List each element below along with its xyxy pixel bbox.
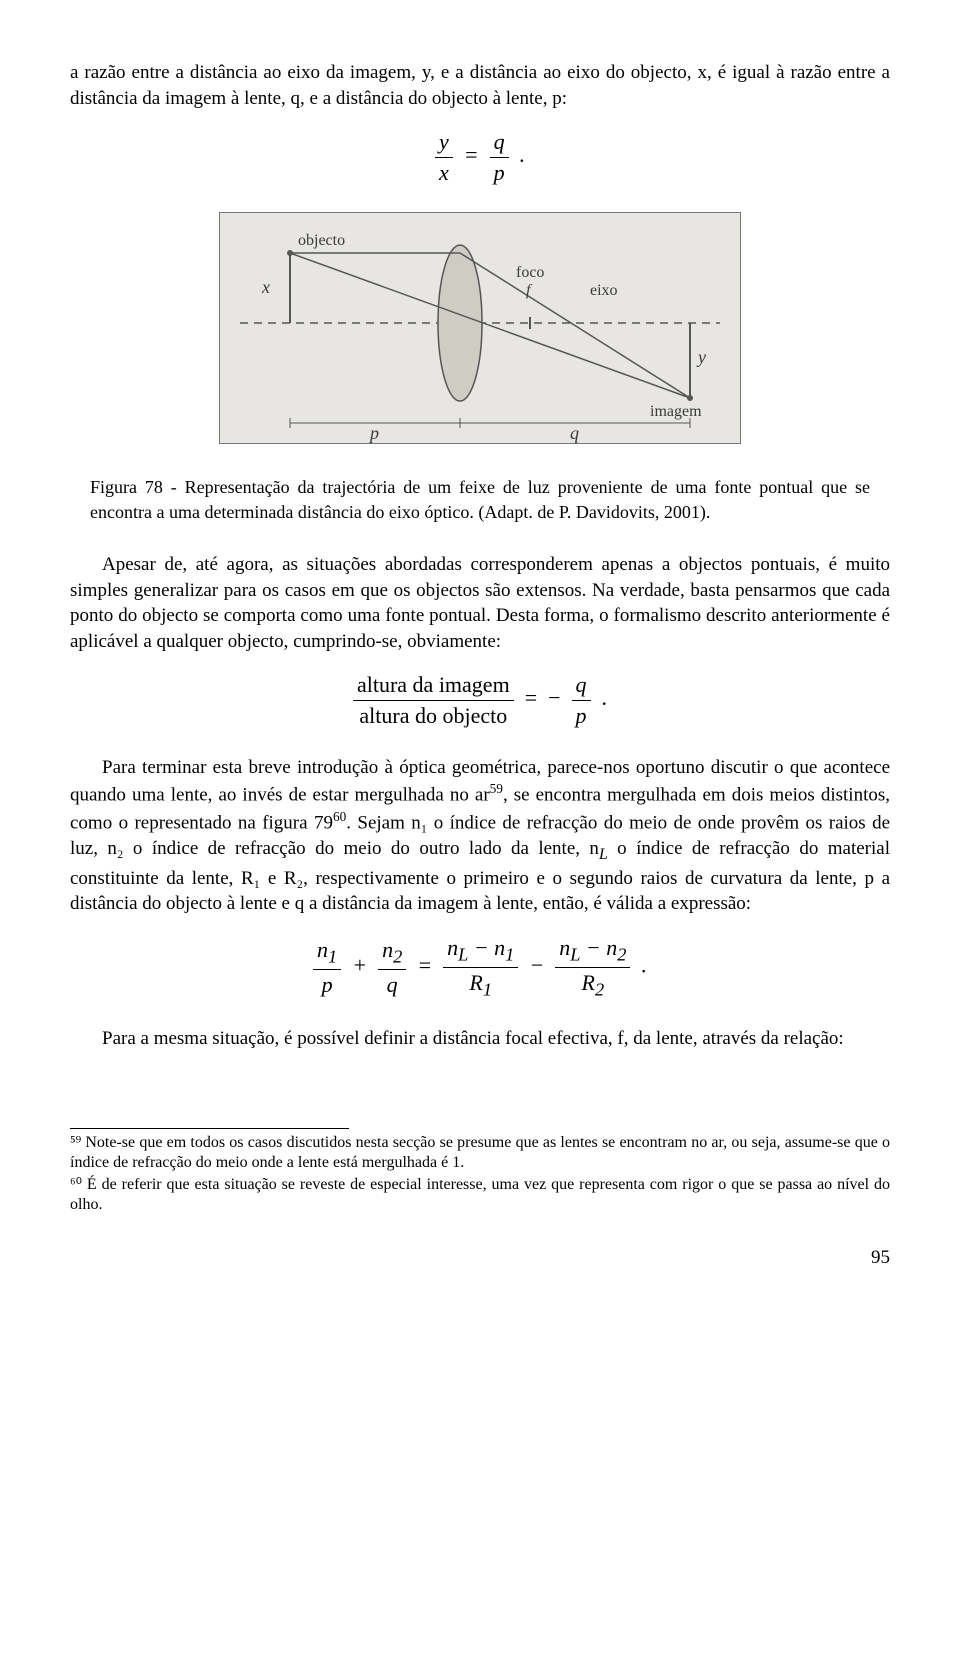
page-number: 95 <box>70 1245 890 1271</box>
equation-height-ratio: altura da imagemaltura do objecto = − qp… <box>70 670 890 730</box>
figure-78-caption: Figura 78 - Representação da trajectória… <box>90 475 870 524</box>
equation-yx-qp: yx = qp . <box>70 127 890 187</box>
svg-text:imagem: imagem <box>650 403 702 420</box>
footnote-rule <box>70 1128 349 1129</box>
svg-text:objecto: objecto <box>298 232 345 249</box>
svg-text:foco: foco <box>516 264 544 281</box>
paragraph-effective-focal: Para a mesma situação, é possível defini… <box>70 1026 890 1052</box>
svg-text:p: p <box>368 423 379 443</box>
equation-lensmaker: n1p + n2q = nL − n1R1 − nL − n2R2 . <box>70 933 890 1002</box>
svg-text:x: x <box>261 277 270 297</box>
paragraph-ratio-intro: a razão entre a distância ao eixo da ima… <box>70 60 890 111</box>
paragraph-two-media: Para terminar esta breve introdução à óp… <box>70 755 890 917</box>
svg-text:eixo: eixo <box>590 282 618 299</box>
figure-78: objecto x foco f eixo y imagem p q <box>70 212 890 452</box>
svg-text:y: y <box>696 347 706 367</box>
footnote-60: ⁶⁰ É de referir que esta situação se rev… <box>70 1175 890 1215</box>
footnotes: ⁵⁹ Note-se que em todos os casos discuti… <box>70 1133 890 1215</box>
footnote-59: ⁵⁹ Note-se que em todos os casos discuti… <box>70 1133 890 1173</box>
paragraph-generalize: Apesar de, até agora, as situações abord… <box>70 552 890 655</box>
svg-text:q: q <box>570 423 579 443</box>
lens-diagram: objecto x foco f eixo y imagem p q <box>219 212 741 444</box>
